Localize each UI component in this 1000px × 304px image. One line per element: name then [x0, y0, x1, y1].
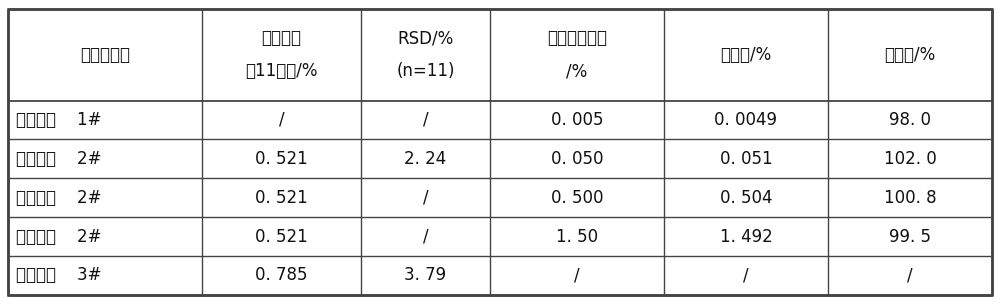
Text: 2. 24: 2. 24 — [404, 150, 447, 168]
Text: RSD/%: RSD/% — [397, 29, 454, 47]
Text: /: / — [423, 228, 428, 246]
Text: 1. 50: 1. 50 — [556, 228, 598, 246]
Text: /: / — [423, 189, 428, 207]
Text: 98. 0: 98. 0 — [889, 111, 931, 129]
Text: /: / — [907, 266, 913, 285]
Text: 稀土合金    2#: 稀土合金 2# — [16, 150, 102, 168]
Text: 99. 5: 99. 5 — [889, 228, 931, 246]
Text: /: / — [279, 111, 284, 129]
Text: 稀土合金    2#: 稀土合金 2# — [16, 228, 102, 246]
Text: 1. 492: 1. 492 — [720, 228, 772, 246]
Text: 0. 050: 0. 050 — [551, 150, 603, 168]
Text: 名称及编号: 名称及编号 — [80, 46, 130, 64]
Text: 0. 005: 0. 005 — [551, 111, 603, 129]
Text: /: / — [423, 111, 428, 129]
Text: 0. 521: 0. 521 — [255, 228, 308, 246]
Text: 回收率/%: 回收率/% — [884, 46, 936, 64]
Text: 100. 8: 100. 8 — [884, 189, 936, 207]
Text: 稀土合金    1#: 稀土合金 1# — [16, 111, 102, 129]
Text: (n=11): (n=11) — [396, 62, 455, 80]
Text: 0. 051: 0. 051 — [720, 150, 772, 168]
Text: /: / — [574, 266, 580, 285]
Text: 测定均值: 测定均值 — [261, 29, 301, 47]
Text: 稀土合金    3#: 稀土合金 3# — [16, 266, 102, 285]
Text: 稀土合金    2#: 稀土合金 2# — [16, 189, 102, 207]
Text: 测定植/%: 测定植/% — [720, 46, 772, 64]
Text: 0. 504: 0. 504 — [720, 189, 772, 207]
Text: 3. 79: 3. 79 — [404, 266, 447, 285]
Text: /%: /% — [566, 62, 588, 80]
Text: 0. 785: 0. 785 — [255, 266, 308, 285]
Text: 0. 521: 0. 521 — [255, 189, 308, 207]
Text: 0. 0049: 0. 0049 — [714, 111, 778, 129]
Text: 加入钒标液值: 加入钒标液值 — [547, 29, 607, 47]
Text: （11次）/%: （11次）/% — [245, 62, 318, 80]
Text: /: / — [743, 266, 749, 285]
Text: 102. 0: 102. 0 — [884, 150, 936, 168]
Text: 0. 521: 0. 521 — [255, 150, 308, 168]
Text: 0. 500: 0. 500 — [551, 189, 603, 207]
